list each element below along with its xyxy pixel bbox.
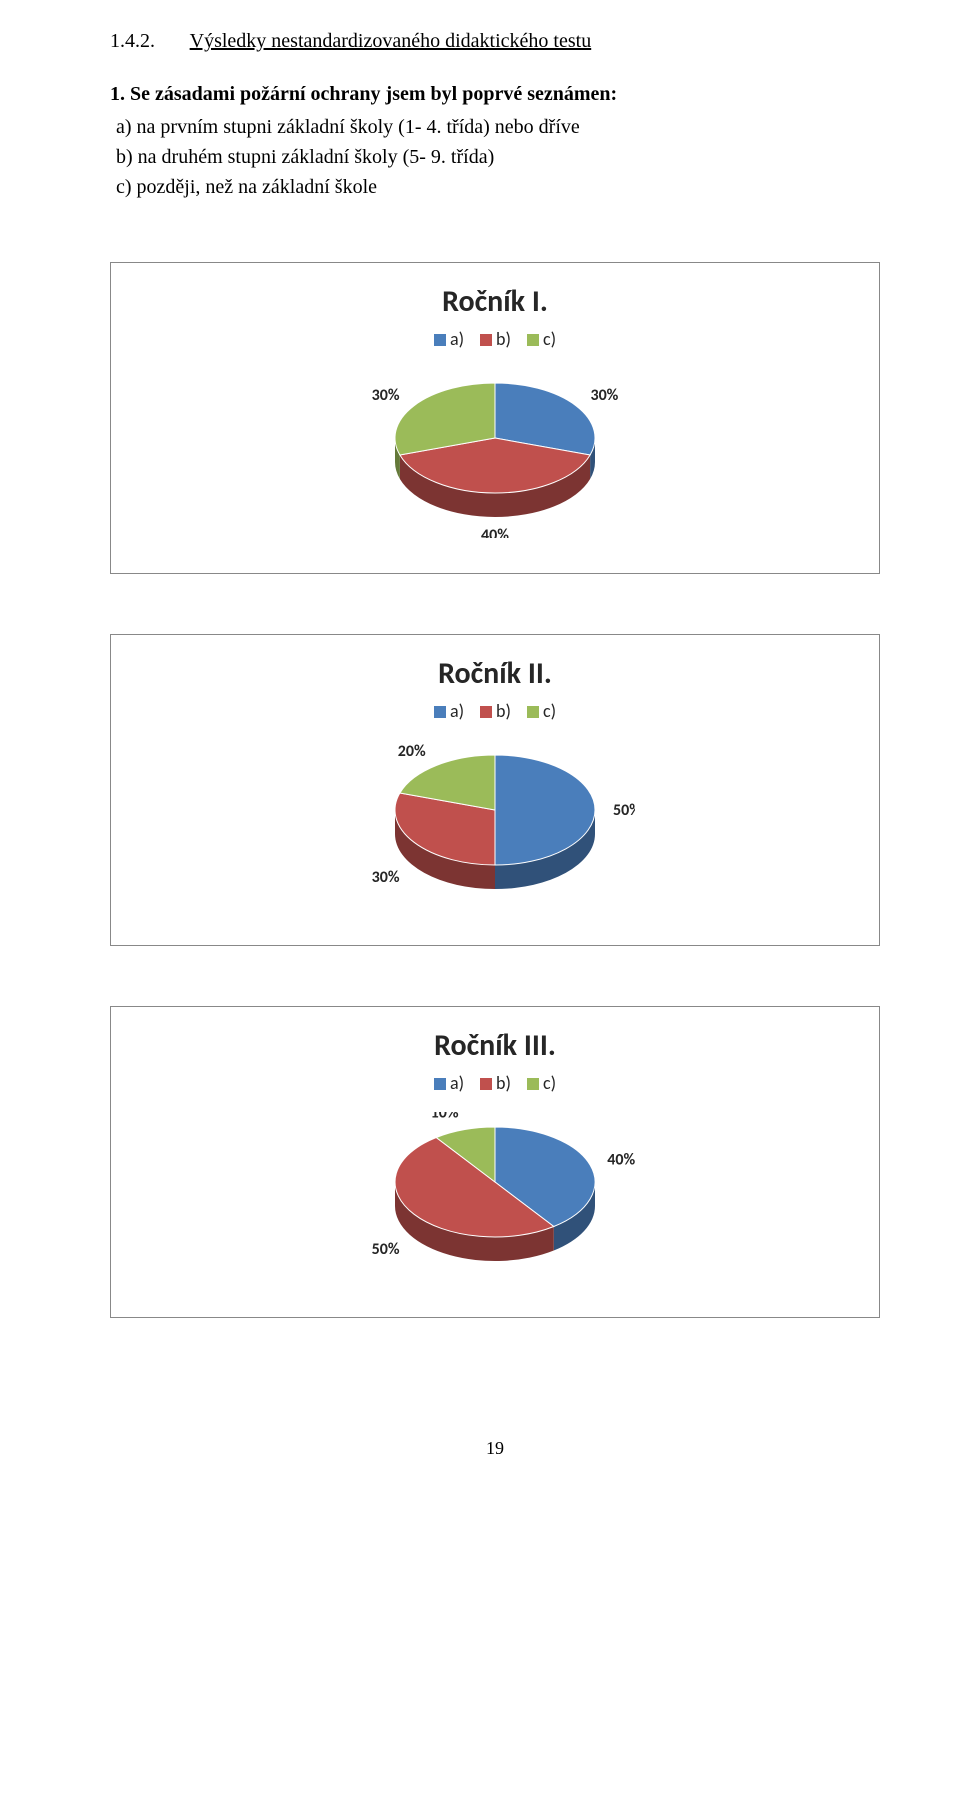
page-number: 19 xyxy=(110,1438,880,1459)
chart-legend: a) b) c) xyxy=(131,1072,859,1094)
option-b: b) na druhém stupni základní školy (5- 9… xyxy=(116,142,880,172)
legend-swatch-b xyxy=(480,334,492,346)
chart-title: Ročník III. xyxy=(131,1027,859,1064)
legend-item-c: c) xyxy=(527,700,556,722)
section-title: Výsledky nestandardizovaného didaktickéh… xyxy=(190,30,592,52)
question-title: 1. Se zásadami požární ochrany jsem byl … xyxy=(110,83,880,106)
pie-chart: 50% 30% 20% xyxy=(355,740,635,910)
pie-label-c: 30% xyxy=(372,386,400,405)
pie-label-a: 30% xyxy=(590,386,618,405)
chart-title: Ročník II. xyxy=(131,655,859,692)
section-heading: 1.4.2. Výsledky nestandardizovaného dida… xyxy=(110,30,880,53)
legend-swatch-b xyxy=(480,1078,492,1090)
pie-label-b: 40% xyxy=(481,526,509,538)
section-number: 1.4.2. xyxy=(110,30,155,53)
legend-swatch-b xyxy=(480,706,492,718)
option-c: c) později, než na základní škole xyxy=(116,172,880,202)
legend-item-a: a) xyxy=(434,1072,464,1094)
pie-label-b: 50% xyxy=(372,1240,400,1259)
pie-wrap: 50% 30% 20% xyxy=(355,740,635,915)
pie-label-a: 50% xyxy=(613,801,635,820)
option-a: a) na prvním stupni základní školy (1- 4… xyxy=(116,112,880,142)
chart-box-3: Ročník III. a) b) c) 40% 50% 10% xyxy=(110,1006,880,1318)
legend-item-a: a) xyxy=(434,700,464,722)
pie-wrap: 40% 50% 10% xyxy=(355,1112,635,1287)
chart-title: Ročník I. xyxy=(131,283,859,320)
legend-swatch-a xyxy=(434,334,446,346)
legend-swatch-a xyxy=(434,706,446,718)
pie-label-a: 40% xyxy=(607,1150,635,1169)
legend-swatch-c xyxy=(527,334,539,346)
pie-wrap: 30% 40% 30% xyxy=(355,368,635,543)
legend-item-b: b) xyxy=(480,700,511,722)
legend-swatch-c xyxy=(527,706,539,718)
legend-item-c: c) xyxy=(527,328,556,350)
document-page: 1.4.2. Výsledky nestandardizovaného dida… xyxy=(0,0,960,1519)
charts-container: Ročník I. a) b) c) 30% 40% 30% Ročník II. a)… xyxy=(110,262,880,1318)
chart-box-1: Ročník I. a) b) c) 30% 40% 30% xyxy=(110,262,880,574)
chart-box-2: Ročník II. a) b) c) 50% 30% 20% xyxy=(110,634,880,946)
legend-item-a: a) xyxy=(434,328,464,350)
pie-label-c: 10% xyxy=(431,1112,459,1123)
pie-label-b: 30% xyxy=(372,868,400,887)
legend-swatch-a xyxy=(434,1078,446,1090)
legend-item-b: b) xyxy=(480,328,511,350)
pie-label-c: 20% xyxy=(398,742,426,761)
legend-swatch-c xyxy=(527,1078,539,1090)
chart-legend: a) b) c) xyxy=(131,700,859,722)
legend-item-b: b) xyxy=(480,1072,511,1094)
legend-item-c: c) xyxy=(527,1072,556,1094)
chart-legend: a) b) c) xyxy=(131,328,859,350)
pie-chart: 40% 50% 10% xyxy=(355,1112,635,1282)
question-options: a) na prvním stupni základní školy (1- 4… xyxy=(116,112,880,202)
pie-chart: 30% 40% 30% xyxy=(355,368,635,538)
